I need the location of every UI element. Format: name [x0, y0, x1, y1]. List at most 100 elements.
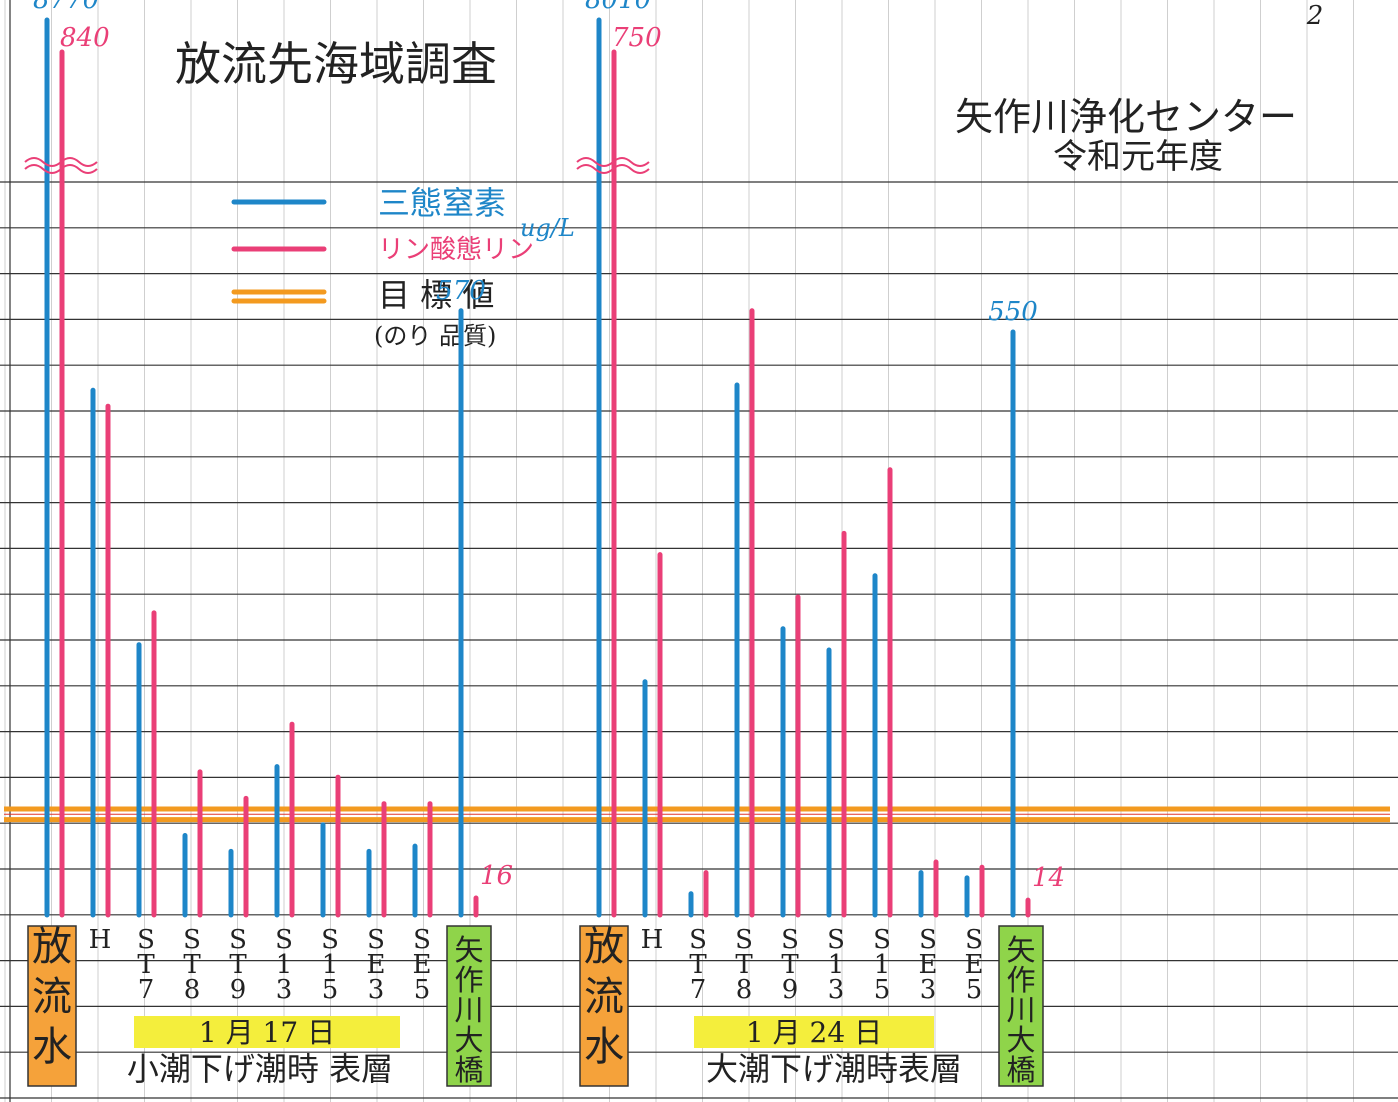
station-label-char: 大 [454, 1023, 483, 1057]
station-label-char: 流 [584, 974, 624, 1020]
station-label-char: 3 [828, 975, 845, 1005]
station-tag-river [446, 925, 492, 1087]
legend-target-note: (のり 品質) [374, 322, 496, 350]
station-label-char: 放 [32, 924, 72, 970]
date-highlight [134, 1016, 400, 1048]
station-label-char: S [965, 925, 983, 955]
station-label-char: S [735, 925, 753, 955]
station-label-char: 流 [32, 974, 72, 1020]
station-label-char: 8 [184, 975, 201, 1005]
station-label-char: T [183, 950, 201, 980]
station-label-char: 作 [454, 963, 483, 997]
group-caption: 大潮下げ潮時表層 [706, 1050, 962, 1088]
station-label-char: 橋 [1006, 1053, 1035, 1087]
legend-label-target: 目 標 値 [378, 276, 494, 314]
station-label-char: 川 [454, 993, 483, 1027]
station-label-char: 水 [32, 1024, 72, 1070]
bars [24, 17, 1031, 918]
org-name: 矢作川浄化センター [955, 95, 1297, 139]
station-label-char: 矢 [1006, 933, 1035, 967]
station-label-char: 川 [1006, 993, 1035, 1027]
station-label-char: S [183, 925, 201, 955]
station-label-char: S [873, 925, 891, 955]
station-label-char: 1 [322, 950, 339, 980]
station-label-char: 3 [276, 975, 293, 1005]
legend-swatch-target [231, 289, 327, 304]
group-date: 1 月 24 日 [746, 1016, 882, 1049]
station-label-char: 大 [1006, 1023, 1035, 1057]
station-label-char: 3 [368, 975, 385, 1005]
station-label-char: 作 [1006, 963, 1035, 997]
station-label-char: 7 [138, 975, 155, 1005]
station-label-char: 9 [782, 975, 799, 1005]
station-label-char: 8 [736, 975, 753, 1005]
station-label-char: T [689, 950, 707, 980]
bar-label-nitrogen: 8770 [33, 0, 99, 15]
station-label-char: 橋 [454, 1053, 483, 1087]
date-highlight [694, 1016, 934, 1048]
station-label-char: S [367, 925, 385, 955]
axis-break-mark [576, 164, 650, 174]
station-label-char: T [229, 950, 247, 980]
target-band [4, 806, 1390, 823]
station-label-char: 5 [322, 975, 339, 1005]
station-label-char: E [413, 950, 432, 980]
station-label-char: T [137, 950, 155, 980]
bar-label-phosphate: 750 [612, 23, 662, 53]
station-label-char: 3 [920, 975, 937, 1005]
station-label-char: 5 [966, 975, 983, 1005]
station-tag-river [998, 925, 1044, 1087]
station-tag-outfall [27, 925, 77, 1087]
station-label-char: 5 [874, 975, 891, 1005]
station-label-char: E [919, 950, 938, 980]
station-label-char: S [413, 925, 431, 955]
page-title: 放流先海域調査 [175, 37, 497, 91]
station-label-char: 水 [584, 1024, 624, 1070]
legend-label-nitrogen: 三態窒素 [378, 184, 506, 222]
group-date: 1 月 17 日 [199, 1016, 335, 1049]
station-label-char: 1 [276, 950, 293, 980]
axis-break-mark [24, 164, 98, 174]
minor-grid [4, 0, 1354, 1102]
station-label-char: 放 [584, 924, 624, 970]
station-label-char: 1 [874, 950, 891, 980]
station-label-char: 矢 [454, 933, 483, 967]
station-label-char: T [781, 950, 799, 980]
legend-unit: ug/L [520, 214, 575, 242]
station-label-char: S [689, 925, 707, 955]
station-label-char: S [321, 925, 339, 955]
station-label-char: E [367, 950, 386, 980]
legend: 三態窒素 リン酸態リン 目 標 値 ug/L (のり 品質) [231, 184, 575, 350]
page-number: 2 [1306, 1, 1324, 31]
bar-label-nitrogen: 8010 [585, 0, 651, 15]
station-label-char: H [641, 925, 664, 955]
station-label-char: T [735, 950, 753, 980]
station-label-char: H [89, 925, 112, 955]
station-label-char: E [965, 950, 984, 980]
axis-break-mark [24, 157, 98, 167]
station-label-char: S [827, 925, 845, 955]
station-label-char: S [781, 925, 799, 955]
station-label-char: 9 [230, 975, 247, 1005]
station-label-char: S [137, 925, 155, 955]
station-label-char: 1 [828, 950, 845, 980]
legend-label-phosphate: リン酸態リン [378, 235, 534, 265]
bar-label-nitrogen: 550 [988, 297, 1038, 327]
station-label-char: S [919, 925, 937, 955]
bar-label-phosphate: 840 [60, 23, 110, 53]
bar-label-phosphate: 14 [1032, 863, 1065, 893]
station-label-char: 5 [414, 975, 431, 1005]
station-label-char: 7 [690, 975, 707, 1005]
station-label-char: S [229, 925, 247, 955]
fiscal-year: 令和元年度 [1053, 137, 1223, 177]
station-tag-outfall [579, 925, 629, 1087]
bar-label-nitrogen: 570 [436, 276, 486, 306]
bar-label-phosphate: 16 [480, 861, 513, 891]
axis-break-mark [576, 157, 650, 167]
station-label-char: S [275, 925, 293, 955]
group-caption: 小潮下げ潮時 表層 [127, 1050, 393, 1088]
bar-value-labels: 8770 840 570 16 8010 750 550 14 [33, 0, 1065, 893]
